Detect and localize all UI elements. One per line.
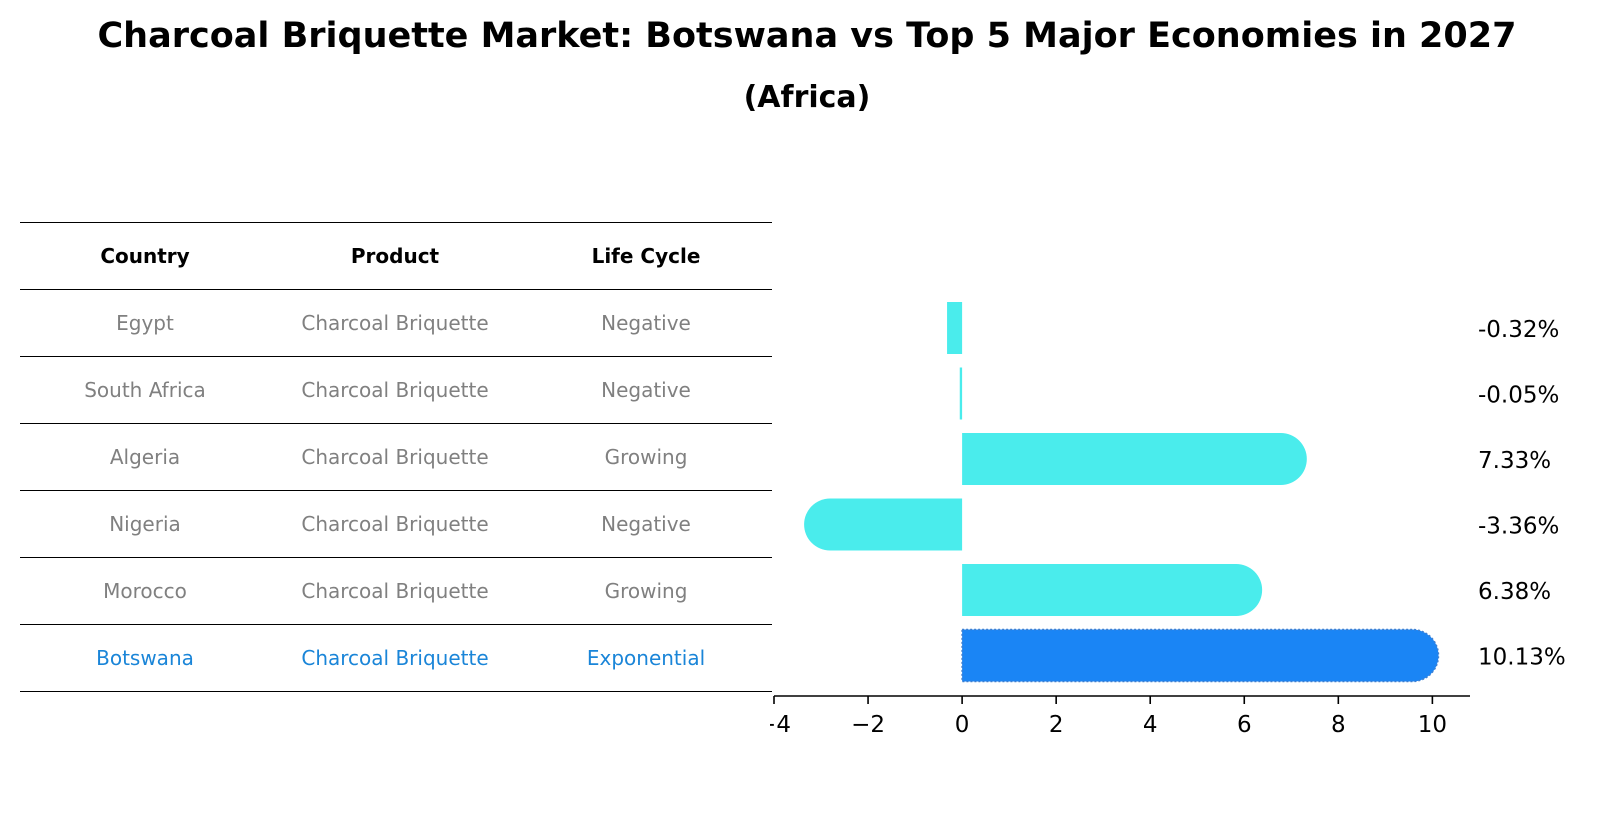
- value-label: 10.13%: [1478, 645, 1566, 671]
- header-life-cycle: Life Cycle: [591, 244, 701, 268]
- x-tick-label: 0: [955, 712, 970, 738]
- cell-country: Botswana: [96, 646, 194, 670]
- table-row: Nigeria Charcoal Briquette Negative: [20, 490, 772, 557]
- cell-life-cycle: Negative: [601, 378, 691, 402]
- cell-life-cycle: Growing: [604, 579, 688, 603]
- cell-country: Egypt: [116, 311, 174, 335]
- bar-morocco: [962, 564, 1263, 616]
- value-label: -0.05%: [1478, 383, 1559, 409]
- cell-product: Charcoal Briquette: [301, 311, 489, 335]
- cell-product: Charcoal Briquette: [301, 378, 489, 402]
- x-tick-label: 10: [1418, 712, 1447, 738]
- cell-country: Morocco: [103, 579, 187, 603]
- x-tick-label: 8: [1331, 712, 1346, 738]
- table-row: Morocco Charcoal Briquette Growing: [20, 557, 772, 624]
- bar-botswana: [961, 628, 1440, 683]
- cell-product: Charcoal Briquette: [301, 646, 489, 670]
- cell-life-cycle: Negative: [601, 311, 691, 335]
- chart-subtitle: (Africa): [743, 80, 871, 115]
- value-label: 6.38%: [1478, 579, 1551, 605]
- cell-product: Charcoal Briquette: [301, 579, 489, 603]
- cell-product: Charcoal Briquette: [301, 512, 489, 536]
- table-row: South Africa Charcoal Briquette Negative: [20, 356, 772, 423]
- cell-life-cycle: Negative: [601, 512, 691, 536]
- bar-south-africa: [959, 367, 963, 420]
- cell-country: Nigeria: [109, 512, 181, 536]
- table-row: Algeria Charcoal Briquette Growing: [20, 423, 772, 490]
- table-row: Egypt Charcoal Briquette Negative: [20, 289, 772, 356]
- bar-chart: -0.32% -0.05% 7.33% -3.36% 6.38% 10.13% −4 −2 0 2…: [770, 302, 1566, 738]
- cell-life-cycle: Exponential: [586, 646, 706, 670]
- chart-title: Charcoal Briquette Market: Botswana vs T…: [97, 16, 1517, 56]
- x-tick-label: 6: [1237, 712, 1252, 738]
- bar-algeria: [962, 433, 1307, 485]
- x-tick-label: −4: [770, 712, 791, 738]
- bar-egypt: [947, 302, 963, 354]
- header-country: Country: [100, 244, 190, 268]
- cell-life-cycle: Growing: [604, 445, 688, 469]
- cell-product: Charcoal Briquette: [301, 445, 489, 469]
- x-tick-label: 2: [1049, 712, 1064, 738]
- cell-country: South Africa: [84, 378, 206, 402]
- cell-country: Algeria: [109, 445, 181, 469]
- x-tick-label: 4: [1143, 712, 1158, 738]
- header-product: Product: [350, 244, 440, 268]
- x-tick-label: −2: [851, 712, 885, 738]
- bar-nigeria: [804, 498, 963, 551]
- country-table: Country Product Life Cycle Egypt Charcoa…: [20, 222, 772, 692]
- value-label: 7.33%: [1478, 448, 1551, 474]
- value-label: -0.32%: [1478, 317, 1559, 343]
- table-row-highlighted: Botswana Charcoal Briquette Exponential: [20, 624, 772, 692]
- value-label: -3.36%: [1478, 514, 1559, 540]
- table-header-row: Country Product Life Cycle: [20, 222, 772, 289]
